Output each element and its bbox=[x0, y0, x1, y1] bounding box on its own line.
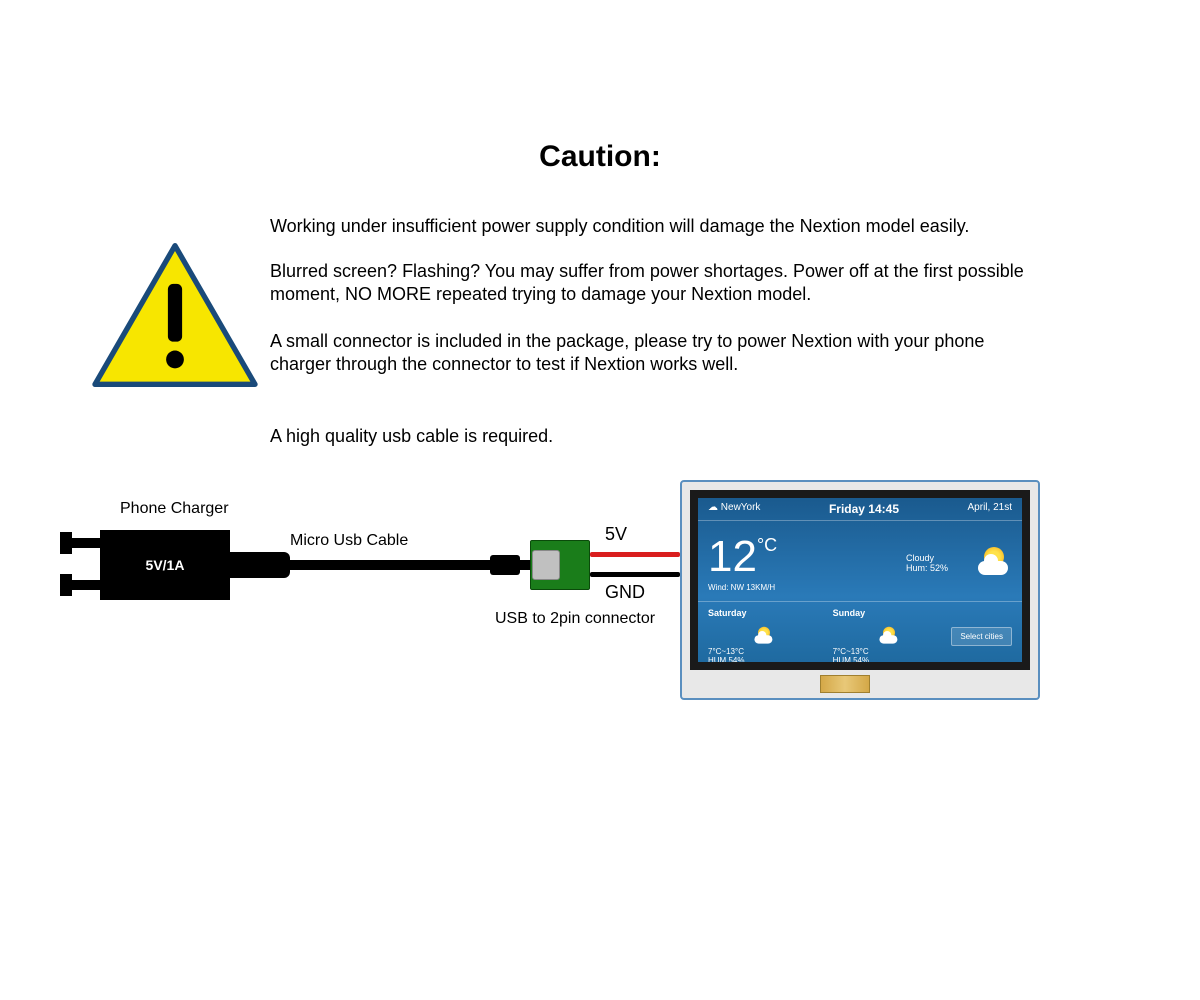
wiring-diagram: 5V/1A Phone Charger Micro Usb Cable USB … bbox=[60, 480, 1140, 720]
screen-humidity: Hum: 52% bbox=[906, 563, 976, 573]
micro-usb-socket bbox=[532, 550, 560, 580]
forecast-range: 7°C~13°C bbox=[708, 647, 744, 656]
label-5v: 5V bbox=[605, 524, 627, 545]
wire-5v bbox=[590, 552, 680, 557]
forecast-hum: HUM.54% bbox=[708, 656, 807, 662]
caution-paragraph-4: A high quality usb cable is required. bbox=[270, 425, 1050, 448]
usb-cable bbox=[285, 560, 495, 570]
screen-header: ☁ NewYork Friday 14:45 April, 21st bbox=[698, 498, 1022, 520]
micro-usb-plug bbox=[490, 555, 520, 575]
select-cities-button[interactable]: Select cities bbox=[951, 627, 1012, 646]
screen-temp-value: 12 bbox=[708, 532, 757, 581]
charger-rating-label: 5V/1A bbox=[146, 557, 185, 573]
wire-gnd bbox=[590, 572, 680, 577]
forecast-hum: HUM.54% bbox=[833, 656, 932, 662]
phone-charger-block: 5V/1A bbox=[100, 530, 230, 600]
caution-paragraph-1: Working under insufficient power supply … bbox=[270, 215, 1050, 238]
caution-paragraph-3: A small connector is included in the pac… bbox=[270, 330, 1050, 377]
screen-wind: Wind: NW 13KM/H bbox=[708, 583, 906, 592]
warning-icon bbox=[85, 235, 265, 395]
screen-date: April, 21st bbox=[968, 502, 1012, 516]
screen-forecast-row: Saturday 7°C~13°C HUM.54% Sunday 7°C~13°… bbox=[698, 602, 1022, 662]
usb-cable-strain-relief bbox=[230, 552, 290, 578]
screen-city: ☁ NewYork bbox=[708, 502, 760, 516]
weather-sun-cloud-icon bbox=[976, 545, 1012, 581]
screen-main: 12°C Wind: NW 13KM/H Cloudy Hum: 52% bbox=[698, 520, 1022, 602]
screen-daytime: Friday 14:45 bbox=[829, 502, 899, 516]
forecast-day-label: Saturday bbox=[708, 608, 807, 618]
screen-temp-unit: °C bbox=[757, 535, 777, 555]
nextion-display-screen: ☁ NewYork Friday 14:45 April, 21st 12°C … bbox=[698, 498, 1022, 662]
forecast-sunday: Sunday 7°C~13°C HUM.54% bbox=[827, 608, 932, 662]
display-ribbon-connector bbox=[820, 675, 870, 693]
label-gnd: GND bbox=[605, 582, 645, 603]
caution-title: Caution: bbox=[0, 140, 1200, 174]
screen-condition: Cloudy bbox=[906, 553, 976, 563]
usb-2pin-board-label: USB to 2pin connector bbox=[495, 610, 655, 628]
micro-usb-cable-label: Micro Usb Cable bbox=[290, 532, 408, 550]
phone-charger-label: Phone Charger bbox=[120, 500, 229, 518]
forecast-day-label: Sunday bbox=[833, 608, 932, 618]
caution-paragraph-2: Blurred screen? Flashing? You may suffer… bbox=[270, 260, 1050, 307]
forecast-range: 7°C~13°C bbox=[833, 647, 869, 656]
forecast-saturday: Saturday 7°C~13°C HUM.54% bbox=[702, 608, 807, 662]
